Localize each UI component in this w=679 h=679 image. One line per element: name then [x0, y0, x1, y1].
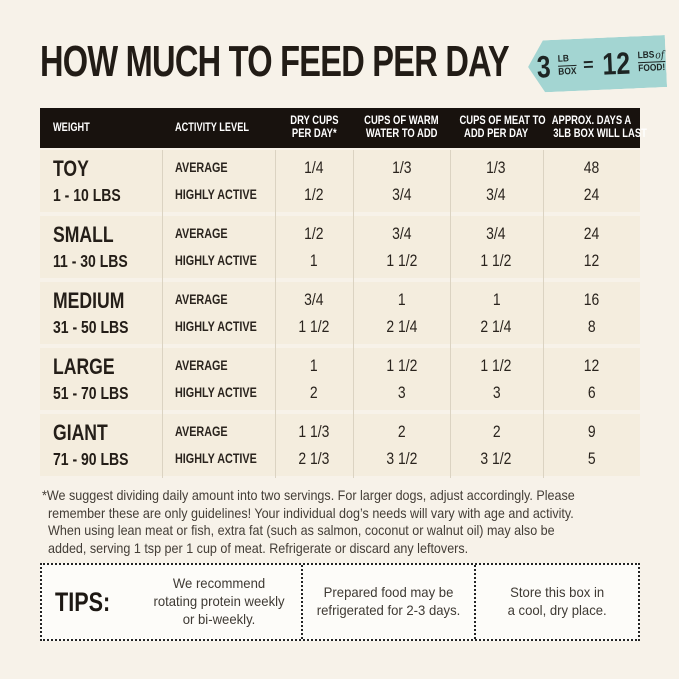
column-header-warm-water: CUPS OF WARM WATER TO ADD [364, 115, 439, 140]
column-header-activity-level: ACTIVITY LEVEL [174, 121, 249, 134]
days-cell: 12 6 [583, 356, 600, 402]
tips-box: TIPS: We recommend rotating protein week… [40, 563, 640, 641]
column-header-dry-cups: DRY CUPS PER DAY* [290, 115, 339, 140]
table-row-toy: TOY 1 - 10 LBS AVERAGE HIGHLY ACTIVE 1/4… [40, 150, 640, 212]
warm-water-cell: 3/4 1 1/2 [385, 224, 417, 270]
meat-cell: 2 3 1/2 [480, 422, 512, 468]
tip-storage: Store this box in a cool, dry place. [474, 565, 638, 639]
weight-range-label: 51 - 70 LBS [53, 382, 129, 403]
badge-box-count: 3 [536, 48, 552, 85]
badge-box-label: BOX [557, 65, 577, 78]
days-cell: 48 24 [583, 158, 600, 204]
dry-cups-cell: 3/4 1 1/2 [298, 290, 330, 336]
table-row-large: LARGE 51 - 70 LBS AVERAGE HIGHLY ACTIVE … [40, 348, 640, 410]
badge-lbs-food-fraction: LBS of FOOD! [638, 49, 666, 74]
badge-food-label: FOOD! [638, 61, 666, 74]
days-cell: 16 8 [583, 290, 600, 336]
page-title: HOW MUCH TO FEED PER DAY [40, 38, 674, 86]
dry-cups-cell: 1 1/3 2 1/3 [298, 422, 330, 468]
dry-cups-cell: 1/4 1/2 [304, 158, 324, 204]
weight-cell: LARGE 51 - 70 LBS [40, 353, 162, 406]
column-header-weight: WEIGHT [53, 121, 90, 134]
column-divider [542, 150, 544, 478]
activity-cell: AVERAGE HIGHLY ACTIVE [174, 358, 257, 400]
column-header-meat: CUPS OF MEAT TO ADD PER DAY [459, 115, 546, 140]
meat-cell: 1 1/2 3 [480, 356, 512, 402]
table-row-giant: GIANT 71 - 90 LBS AVERAGE HIGHLY ACTIVE … [40, 414, 640, 476]
dry-cups-cell: 1/2 1 [304, 224, 324, 270]
tip-rotate-protein: We recommend rotating protein weekly or … [153, 576, 285, 627]
badge-food-lbs: 12 [601, 45, 631, 82]
weight-size-label: LARGE [53, 353, 115, 379]
table-row-small: SMALL 11 - 30 LBS AVERAGE HIGHLY ACTIVE … [40, 216, 640, 278]
column-divider [161, 150, 163, 478]
days-cell: 24 12 [583, 224, 600, 270]
table-body: TOY 1 - 10 LBS AVERAGE HIGHLY ACTIVE 1/4… [40, 150, 640, 478]
tip-refrigerate: Prepared food may be refrigerated for 2-… [301, 565, 474, 639]
warm-water-cell: 1 2 1/4 [385, 290, 417, 336]
footnote: *We suggest dividing daily amount into t… [42, 487, 648, 557]
page-title-text: HOW MUCH TO FEED PER DAY [40, 37, 510, 86]
dry-cups-cell: 1 2 [310, 356, 319, 402]
weight-cell: TOY 1 - 10 LBS [40, 155, 162, 208]
column-divider [275, 150, 277, 478]
footnote-line: When using lean meat or fish, extra fat … [48, 523, 555, 538]
badge-lb-box-fraction: LB BOX [557, 53, 576, 77]
days-cell: 9 5 [587, 422, 596, 468]
weight-range-label: 31 - 50 LBS [53, 316, 129, 337]
warm-water-cell: 2 3 1/2 [385, 422, 417, 468]
weight-size-label: TOY [53, 155, 89, 181]
weight-size-label: GIANT [53, 419, 108, 445]
weight-size-label: MEDIUM [53, 287, 125, 313]
activity-cell: AVERAGE HIGHLY ACTIVE [174, 424, 257, 466]
box-equivalence-badge: 3 LB BOX = 12 LBS of FOOD! [527, 35, 667, 93]
weight-cell: MEDIUM 31 - 50 LBS [40, 287, 162, 340]
activity-cell: AVERAGE HIGHLY ACTIVE [174, 160, 257, 202]
badge-equals-sign: = [582, 53, 595, 75]
warm-water-cell: 1/3 3/4 [391, 158, 412, 204]
footnote-line: added, serving 1 tsp per 1 cup of meat. … [48, 540, 469, 556]
meat-cell: 1 2 1/4 [480, 290, 512, 336]
column-header-days-box-lasts: APPROX. DAYS A 3LB BOX WILL LAST [551, 115, 647, 140]
weight-range-label: 11 - 30 LBS [53, 250, 128, 271]
table-header-bar: WEIGHT ACTIVITY LEVEL DRY CUPS PER DAY* … [40, 108, 647, 148]
badge-of-script: of [655, 49, 665, 62]
warm-water-cell: 1 1/2 3 [385, 356, 417, 402]
weight-size-label: SMALL [53, 221, 114, 247]
column-divider [353, 150, 355, 478]
activity-cell: AVERAGE HIGHLY ACTIVE [174, 226, 257, 268]
footnote-line: remember these are only guidelines! Your… [48, 505, 574, 521]
weight-range-label: 1 - 10 LBS [53, 184, 121, 205]
weight-cell: SMALL 11 - 30 LBS [40, 221, 162, 274]
footnote-line: *We suggest dividing daily amount into t… [42, 488, 575, 503]
weight-range-label: 71 - 90 LBS [53, 448, 129, 469]
activity-cell: AVERAGE HIGHLY ACTIVE [174, 292, 257, 334]
meat-cell: 1/3 3/4 [486, 158, 506, 204]
tips-label: TIPS: [55, 586, 111, 617]
badge-lb-label: LB [557, 53, 569, 65]
column-divider [449, 150, 451, 478]
meat-cell: 3/4 1 1/2 [480, 224, 512, 270]
badge-lbs-label: LBS [637, 49, 655, 62]
table-row-medium: MEDIUM 31 - 50 LBS AVERAGE HIGHLY ACTIVE… [40, 282, 640, 344]
weight-cell: GIANT 71 - 90 LBS [40, 419, 162, 472]
